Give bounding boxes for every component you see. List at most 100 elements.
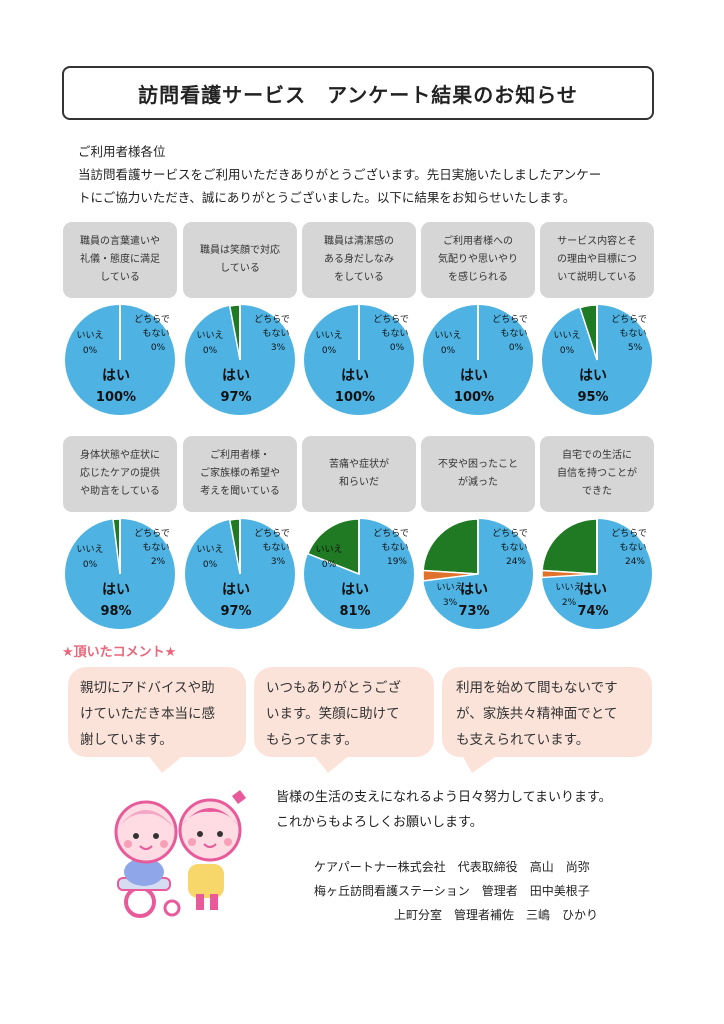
question-line: サービス内容とそ (557, 236, 637, 247)
question-box: 身体状態や症状に 応じたケアの提供 や助言をしている (63, 436, 177, 512)
pie-label-neutral: どちらで (373, 314, 409, 325)
pie-label-no: いいえ (196, 544, 223, 555)
question-line: 自宅での生活に (562, 450, 632, 461)
question-line: 考えを聞いている (200, 486, 280, 497)
question-box: 自宅での生活に 自信を持つことが できた (540, 436, 654, 512)
pie-label-neutral: もない (381, 542, 408, 553)
pie-value-yes: 97% (220, 604, 251, 619)
question-box: サービス内容とそ の理由や目標につ いて説明している (540, 222, 654, 298)
question-box: ご利用者様・ ご家族様の希望や 考えを聞いている (183, 436, 297, 512)
question-line: を感じられる (448, 272, 508, 283)
pie-label-neutral: どちらで (254, 314, 290, 325)
closing-line-1: 皆様の生活の支えになれるよう日々努力してまいります。 (276, 790, 612, 805)
pie-label-yes: はい (341, 582, 369, 598)
question-box: 不安や困ったこと が減った (421, 436, 535, 512)
pie-value-neutral: 0% (509, 343, 524, 353)
question-box: 職員の言葉遣いや 礼儀・態度に満足 している (63, 222, 177, 298)
pie-label-neutral: どちらで (254, 528, 290, 539)
pie-label-yes: はい (460, 582, 488, 598)
signature-line-3: 上町分室 管理者補佐 三嶋 ひかり (394, 908, 599, 922)
pie-label-neutral: どちらで (611, 528, 647, 539)
question-line: 気配りや思いやり (438, 254, 518, 265)
pie-value-yes: 81% (339, 604, 370, 619)
question-line: ご利用者様・ (210, 450, 270, 461)
pie-label-neutral: もない (262, 328, 289, 339)
pie-value-no: 0% (203, 346, 218, 356)
question-box: 苦痛や症状が 和らいだ (302, 436, 416, 512)
pie-label-no: いいえ (555, 582, 582, 593)
pie-label-neutral: どちらで (134, 528, 170, 539)
closing-line-2: これからもよろしくお願いします。 (276, 815, 483, 830)
question-line: している (100, 272, 140, 283)
pie-value-yes: 100% (96, 390, 136, 405)
pie-slice-neutral (422, 518, 479, 575)
pie-label-yes: はい (341, 368, 369, 384)
pie-value-neutral: 3% (271, 343, 286, 353)
question-line: している (220, 263, 260, 274)
pie-label-neutral: もない (619, 328, 646, 339)
closing-message: 皆様の生活の支えになれるよう日々努力してまいります。 これからもよろしくお願いし… (276, 785, 612, 835)
pie-value-yes: 97% (220, 390, 251, 405)
question-box: ご利用者様への 気配りや思いやり を感じられる (421, 222, 535, 298)
pie-value-no: 0% (322, 560, 337, 570)
question-line: 和らいだ (339, 477, 379, 488)
pie-label-no: いいえ (315, 330, 342, 341)
pie-label-yes: はい (460, 368, 488, 384)
signature-line-2: 梅ヶ丘訪問看護ステーション 管理者 田中美根子 (314, 884, 590, 898)
pie-value-neutral: 19% (387, 557, 407, 567)
intro-text: ご利用者様各位 当訪問看護サービスをご利用いただきありがとうございます。先日実施… (78, 140, 658, 209)
pie-label-no: いいえ (76, 544, 103, 555)
pie-label-no: いいえ (434, 330, 461, 341)
nurse-and-patient-illustration (114, 790, 246, 918)
question-line: 礼儀・態度に満足 (80, 254, 160, 265)
pie-label-neutral: もない (262, 542, 289, 553)
question-line: 職員の言葉遣いや (80, 236, 160, 247)
question-line: 自信を持つことが (557, 468, 637, 479)
pie-slice-no (541, 569, 598, 579)
intro-line-2: トにご協力いただき、誠にありがとうございました。以下に結果をお知らせいたします。 (78, 190, 576, 205)
question-line: 応じたケアの提供 (80, 468, 160, 479)
pie-label-yes: はい (102, 582, 130, 598)
comment-2-line-2: います。笑顔に助けて (266, 706, 400, 722)
pie-value-neutral: 0% (390, 343, 405, 353)
pie-value-no: 0% (83, 346, 98, 356)
page-title: 訪問看護サービス アンケート結果のお知らせ (62, 66, 654, 120)
intro-greeting: ご利用者様各位 (78, 144, 166, 159)
question-line: ご家族様の希望や (200, 468, 280, 479)
pie-label-yes: はい (222, 368, 250, 384)
pie-value-neutral: 24% (625, 557, 645, 567)
signature-line-1: ケアパートナー株式会社 代表取締役 高山 尚弥 (314, 860, 590, 874)
pie-value-yes: 73% (458, 604, 489, 619)
pie-value-neutral: 2% (151, 557, 166, 567)
pie-label-yes: はい (579, 368, 607, 384)
question-line: をしている (334, 272, 384, 283)
pie-value-yes: 98% (100, 604, 131, 619)
pie-label-neutral: もない (500, 542, 527, 553)
pie-label-neutral: どちらで (373, 528, 409, 539)
pie-value-no: 0% (83, 560, 98, 570)
comment-1-line-1: 親切にアドバイスや助 (80, 680, 215, 696)
comment-3-line-2: が、家族共々精神面でとて (456, 706, 618, 722)
pie-value-neutral: 0% (151, 343, 166, 353)
question-line: や助言をしている (80, 486, 160, 497)
question-line: 職員は清潔感の (324, 236, 394, 247)
comment-1-line-3: 謝しています。 (80, 732, 173, 748)
pie-value-no: 2% (562, 598, 577, 608)
comment-2-line-1: いつもありがとうござ (266, 680, 401, 696)
pie-label-neutral: もない (142, 328, 169, 339)
pie-label-neutral: もない (619, 542, 646, 553)
question-line: 苦痛や症状が (329, 459, 389, 470)
comment-1-line-2: けていただき本当に感 (80, 706, 215, 722)
pie-label-no: いいえ (436, 582, 463, 593)
pie-value-neutral: 3% (271, 557, 286, 567)
question-line: が減った (458, 477, 498, 488)
question-line: 身体状態や症状に (80, 450, 160, 461)
pie-value-no: 3% (443, 598, 458, 608)
